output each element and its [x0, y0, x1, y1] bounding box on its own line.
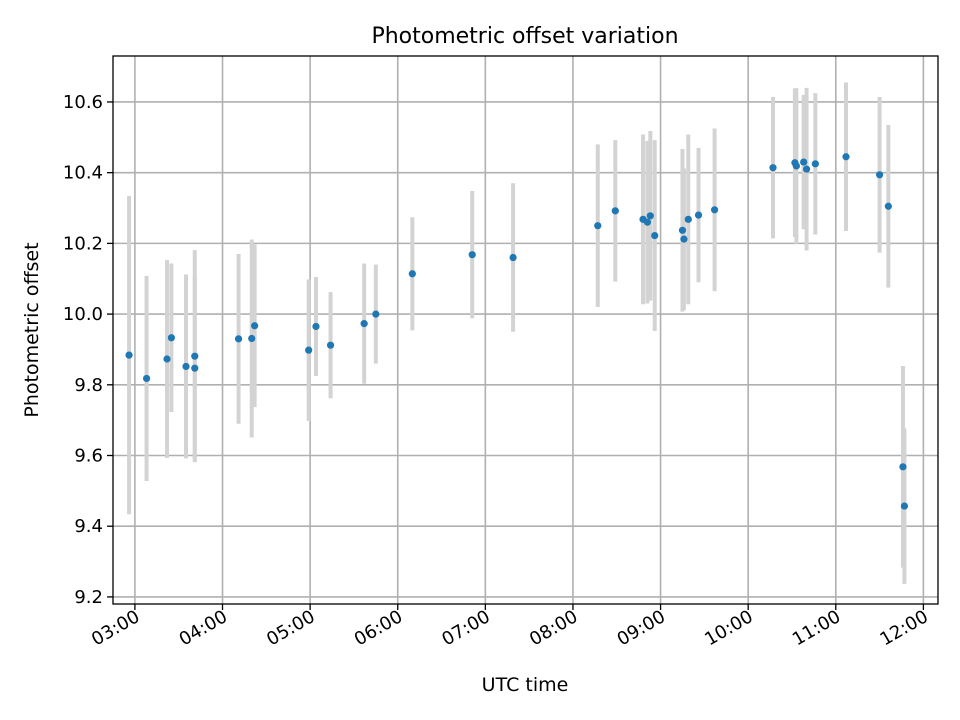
data-point	[800, 158, 808, 166]
y-tick-label: 10.2	[63, 233, 103, 254]
data-point	[769, 164, 777, 172]
data-point	[651, 232, 659, 240]
plot-frame	[112, 55, 939, 605]
data-point	[611, 207, 619, 215]
data-point	[710, 206, 719, 214]
data-point	[234, 335, 243, 343]
data-point	[684, 215, 692, 223]
data-point	[680, 235, 688, 243]
data-point	[191, 352, 199, 360]
chart-title: Photometric offset variation	[371, 24, 678, 49]
data-point	[802, 165, 811, 173]
data-point	[326, 341, 335, 349]
data-point	[251, 322, 259, 330]
data-point	[408, 270, 416, 278]
data-point	[125, 351, 133, 359]
x-tick-label: 09:00	[614, 606, 669, 650]
data-point	[875, 171, 884, 179]
y-tick-label: 9.8	[74, 375, 103, 396]
x-tick-label: 06:00	[351, 606, 406, 650]
y-tick-label: 10.0	[63, 304, 103, 325]
data-point	[163, 355, 171, 363]
data-point	[899, 463, 907, 471]
data-points	[125, 153, 909, 510]
data-point	[312, 322, 320, 331]
data-point	[900, 502, 909, 510]
data-point	[694, 211, 703, 219]
x-tick-label: 10:00	[701, 606, 756, 650]
y-axis-label: Photometric offset	[21, 242, 43, 417]
data-point	[594, 222, 602, 230]
x-tick-label: 12:00	[876, 606, 931, 650]
x-axis-label: UTC time	[482, 674, 569, 696]
data-point	[643, 218, 652, 226]
data-point	[360, 320, 368, 328]
data-point	[191, 364, 199, 372]
x-tick-label: 04:00	[176, 606, 231, 650]
x-tick-label: 08:00	[526, 606, 581, 650]
y-tick-label: 9.4	[74, 516, 103, 537]
data-point	[182, 362, 190, 371]
y-tick-label: 10.6	[63, 92, 103, 113]
data-point	[167, 334, 176, 342]
grid-lines	[113, 56, 938, 604]
data-point	[509, 253, 517, 262]
y-tick-label: 10.4	[63, 163, 103, 184]
data-point	[842, 153, 850, 161]
x-tick-label: 03:00	[88, 606, 143, 650]
data-point	[248, 334, 256, 343]
data-point	[646, 212, 654, 220]
error-bars	[127, 82, 907, 584]
data-point	[792, 162, 800, 170]
data-point	[305, 346, 313, 354]
x-tick-label: 05:00	[263, 606, 318, 650]
data-point	[142, 374, 151, 383]
data-point	[468, 251, 476, 259]
data-point	[884, 202, 892, 210]
data-point	[811, 160, 819, 168]
x-tick-label: 11:00	[789, 606, 844, 650]
x-tick-label: 07:00	[438, 606, 493, 650]
y-tick-label: 9.2	[74, 587, 103, 608]
data-point	[372, 310, 380, 318]
data-point	[678, 226, 687, 234]
y-tick-label: 9.6	[74, 446, 103, 467]
